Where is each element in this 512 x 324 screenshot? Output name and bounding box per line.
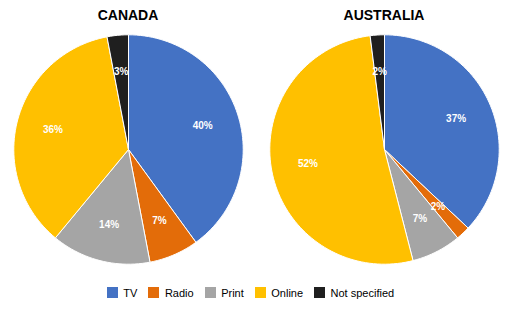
html-text:Online: Online xyxy=(271,286,304,299)
svg-text:2%: 2% xyxy=(431,201,446,212)
html-text:Radio: Radio xyxy=(164,286,194,299)
svg-text:7%: 7% xyxy=(152,215,167,226)
svg-text:36%: 36% xyxy=(43,124,63,135)
svg-text:52%: 52% xyxy=(298,158,318,169)
svg-text:37%: 37% xyxy=(446,113,466,124)
svg-text:2%: 2% xyxy=(372,66,387,77)
svg-text:14%: 14% xyxy=(99,219,119,230)
html-text:CANADA: CANADA xyxy=(97,7,159,23)
html-text:TV: TV xyxy=(123,286,138,299)
html-text:AUSTRALIA: AUSTRALIA xyxy=(343,7,425,23)
html-text:Not specified: Not specified xyxy=(330,286,395,299)
svg-text:3%: 3% xyxy=(114,66,129,77)
svg-text:7%: 7% xyxy=(413,213,428,224)
svg-text:40%: 40% xyxy=(193,120,213,131)
html-text:Print: Print xyxy=(221,286,244,299)
